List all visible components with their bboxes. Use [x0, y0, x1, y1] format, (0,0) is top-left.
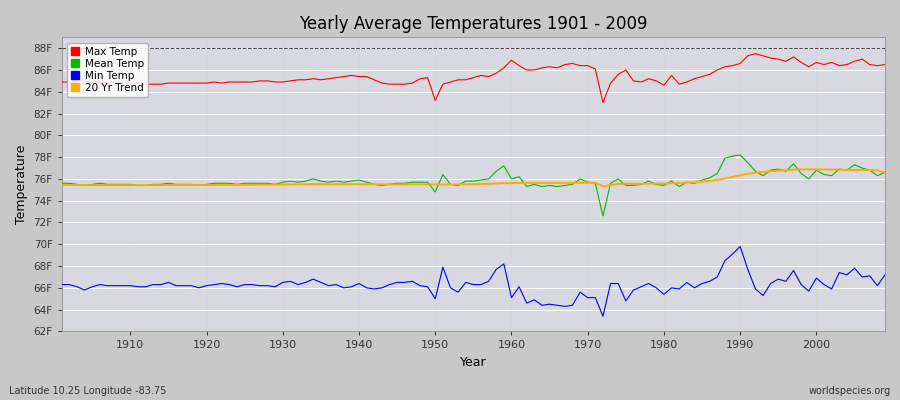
Title: Yearly Average Temperatures 1901 - 2009: Yearly Average Temperatures 1901 - 2009 [299, 15, 648, 33]
Text: worldspecies.org: worldspecies.org [809, 386, 891, 396]
Y-axis label: Temperature: Temperature [15, 145, 28, 224]
X-axis label: Year: Year [460, 356, 487, 369]
Legend: Max Temp, Mean Temp, Min Temp, 20 Yr Trend: Max Temp, Mean Temp, Min Temp, 20 Yr Tre… [67, 42, 148, 97]
Text: Latitude 10.25 Longitude -83.75: Latitude 10.25 Longitude -83.75 [9, 386, 166, 396]
